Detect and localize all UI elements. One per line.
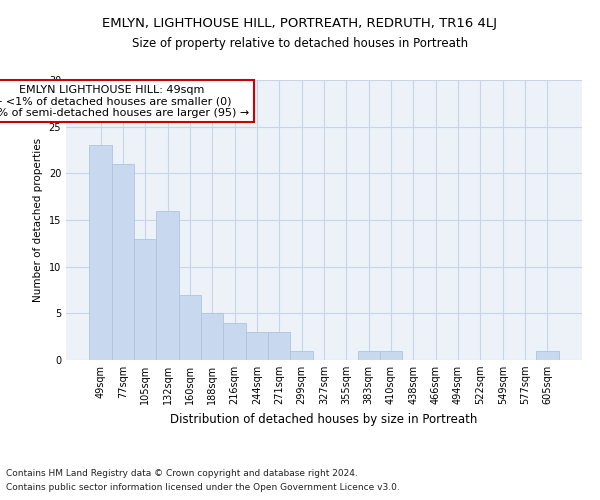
Y-axis label: Number of detached properties: Number of detached properties <box>33 138 43 302</box>
Bar <box>134 238 157 360</box>
Bar <box>89 146 112 360</box>
Bar <box>380 350 402 360</box>
Text: EMLYN LIGHTHOUSE HILL: 49sqm
← <1% of detached houses are smaller (0)
>99% of se: EMLYN LIGHTHOUSE HILL: 49sqm ← <1% of de… <box>0 84 250 118</box>
Bar <box>179 294 201 360</box>
Bar <box>268 332 290 360</box>
X-axis label: Distribution of detached houses by size in Portreath: Distribution of detached houses by size … <box>170 412 478 426</box>
Bar <box>358 350 380 360</box>
Bar <box>223 322 246 360</box>
Bar <box>246 332 268 360</box>
Text: Size of property relative to detached houses in Portreath: Size of property relative to detached ho… <box>132 38 468 51</box>
Bar <box>290 350 313 360</box>
Bar <box>157 210 179 360</box>
Text: Contains public sector information licensed under the Open Government Licence v3: Contains public sector information licen… <box>6 484 400 492</box>
Text: Contains HM Land Registry data © Crown copyright and database right 2024.: Contains HM Land Registry data © Crown c… <box>6 468 358 477</box>
Bar <box>112 164 134 360</box>
Text: EMLYN, LIGHTHOUSE HILL, PORTREATH, REDRUTH, TR16 4LJ: EMLYN, LIGHTHOUSE HILL, PORTREATH, REDRU… <box>103 18 497 30</box>
Bar <box>201 314 223 360</box>
Bar <box>536 350 559 360</box>
